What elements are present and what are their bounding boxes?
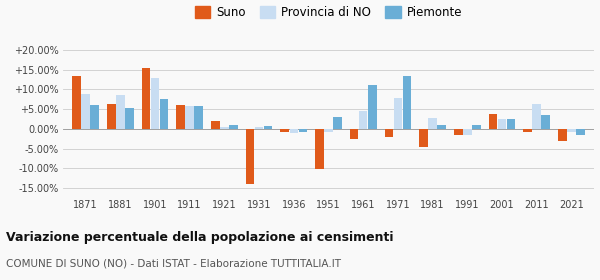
- Bar: [125, 108, 134, 129]
- Bar: [394, 98, 402, 129]
- Bar: [558, 129, 567, 141]
- Text: COMUNE DI SUNO (NO) - Dati ISTAT - Elaborazione TUTTITALIA.IT: COMUNE DI SUNO (NO) - Dati ISTAT - Elabo…: [6, 259, 341, 269]
- Bar: [567, 129, 576, 132]
- Bar: [359, 111, 367, 129]
- Bar: [489, 114, 497, 129]
- Bar: [333, 117, 342, 129]
- Bar: [463, 129, 472, 135]
- Bar: [280, 129, 289, 132]
- Bar: [160, 99, 168, 129]
- Bar: [350, 129, 358, 139]
- Bar: [255, 127, 263, 129]
- Bar: [437, 125, 446, 129]
- Bar: [290, 129, 298, 133]
- Bar: [142, 68, 150, 129]
- Bar: [324, 129, 333, 132]
- Bar: [576, 129, 585, 135]
- Bar: [532, 104, 541, 129]
- Bar: [523, 129, 532, 132]
- Bar: [194, 106, 203, 129]
- Bar: [419, 129, 428, 147]
- Bar: [454, 129, 463, 135]
- Bar: [211, 121, 220, 129]
- Bar: [264, 126, 272, 129]
- Bar: [176, 105, 185, 129]
- Bar: [368, 85, 377, 129]
- Bar: [498, 119, 506, 129]
- Bar: [220, 127, 229, 129]
- Bar: [185, 106, 194, 129]
- Bar: [541, 115, 550, 129]
- Bar: [90, 105, 99, 129]
- Bar: [151, 78, 159, 129]
- Bar: [246, 129, 254, 184]
- Bar: [229, 125, 238, 129]
- Bar: [403, 76, 411, 129]
- Bar: [116, 95, 125, 129]
- Bar: [81, 94, 90, 129]
- Bar: [385, 129, 393, 137]
- Bar: [299, 129, 307, 132]
- Bar: [107, 104, 116, 129]
- Text: Variazione percentuale della popolazione ai censimenti: Variazione percentuale della popolazione…: [6, 231, 394, 244]
- Bar: [472, 125, 481, 129]
- Bar: [507, 119, 515, 129]
- Bar: [315, 129, 324, 169]
- Bar: [428, 118, 437, 129]
- Bar: [72, 76, 81, 129]
- Legend: Suno, Provincia di NO, Piemonte: Suno, Provincia di NO, Piemonte: [190, 1, 467, 24]
